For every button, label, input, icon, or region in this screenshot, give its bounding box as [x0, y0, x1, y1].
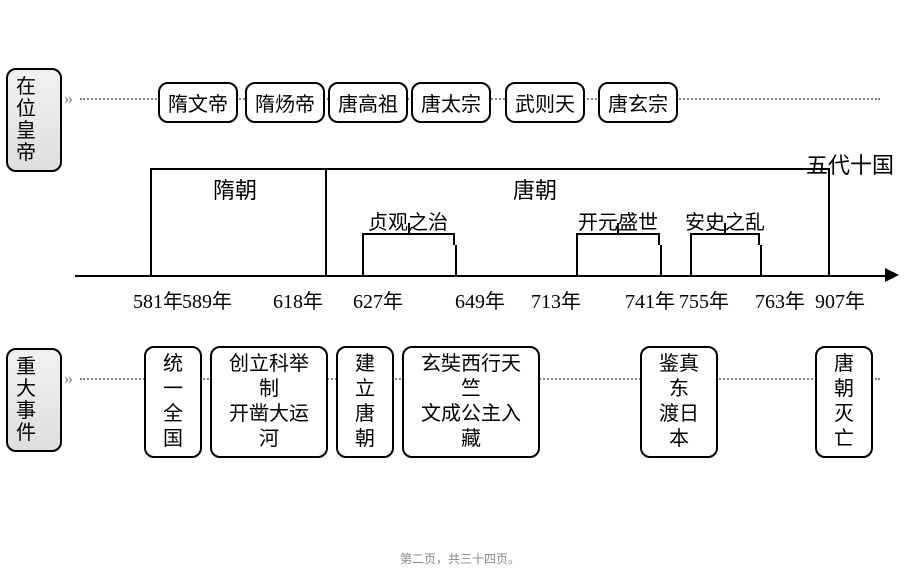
year-627: 627年	[353, 285, 403, 314]
emperors-row-label: 在位 皇帝	[6, 68, 62, 172]
period-anshi: 安史之乱	[685, 206, 765, 235]
emperor-tangtaizong: 唐太宗	[411, 82, 491, 123]
tick	[760, 245, 762, 275]
row-label-line: 在位	[16, 76, 52, 120]
dynasty-wudai: 五代十国	[806, 148, 894, 180]
event-jianzhen: 鉴真东 渡日本	[640, 346, 718, 458]
dynasty-tick	[325, 168, 327, 275]
arrow-right-icon	[885, 268, 899, 282]
dynasty-bar-tang	[325, 168, 828, 170]
year-581: 581年	[133, 285, 183, 314]
event-keju: 创立科举制 开凿大运河	[210, 346, 328, 458]
emperor-tanggaozu: 唐高祖	[328, 82, 408, 123]
events-row-label: 重大 事件	[6, 348, 62, 452]
dynasty-tick	[828, 168, 830, 275]
chevron-right-icon: »	[64, 88, 67, 109]
emperor-wuzetian: 武则天	[505, 82, 585, 123]
chevron-right-icon: »	[64, 368, 67, 389]
event-xuanzang: 玄奘西行天竺 文成公主入藏	[402, 346, 540, 458]
period-kaiyuan: 开元盛世	[578, 206, 658, 235]
timeline-axis	[75, 275, 885, 277]
row-label-line: 事件	[16, 400, 52, 444]
tick	[455, 245, 457, 275]
emperor-suiwendi: 隋文帝	[158, 82, 238, 123]
page-footer: 第二页，共三十四页。	[0, 550, 920, 567]
year-649: 649年	[455, 285, 505, 314]
dynasty-tick	[150, 168, 152, 275]
dynasty-sui: 隋朝	[213, 173, 257, 205]
dynasty-tang: 唐朝	[513, 173, 557, 205]
row-label-line: 重大	[16, 356, 52, 400]
emperor-tangxuanzong: 唐玄宗	[598, 82, 678, 123]
year-741: 741年	[625, 285, 675, 314]
emperor-suiyangdi: 隋炀帝	[245, 82, 325, 123]
dynasty-bar-sui	[150, 168, 325, 170]
tick	[660, 245, 662, 275]
year-713: 713年	[531, 285, 581, 314]
period-zhenguan: 贞观之治	[368, 206, 448, 235]
event-miewang: 唐朝 灭亡	[815, 346, 873, 458]
event-unify: 统一 全国	[144, 346, 202, 458]
tick	[690, 245, 692, 275]
year-763: 763年	[755, 285, 805, 314]
year-618: 618年	[273, 285, 323, 314]
tick	[576, 245, 578, 275]
row-label-line: 皇帝	[16, 120, 52, 164]
tick	[362, 245, 364, 275]
year-755: 755年	[679, 285, 729, 314]
year-589: 589年	[182, 285, 232, 314]
event-jianli: 建立 唐朝	[336, 346, 394, 458]
year-907: 907年	[815, 285, 865, 314]
